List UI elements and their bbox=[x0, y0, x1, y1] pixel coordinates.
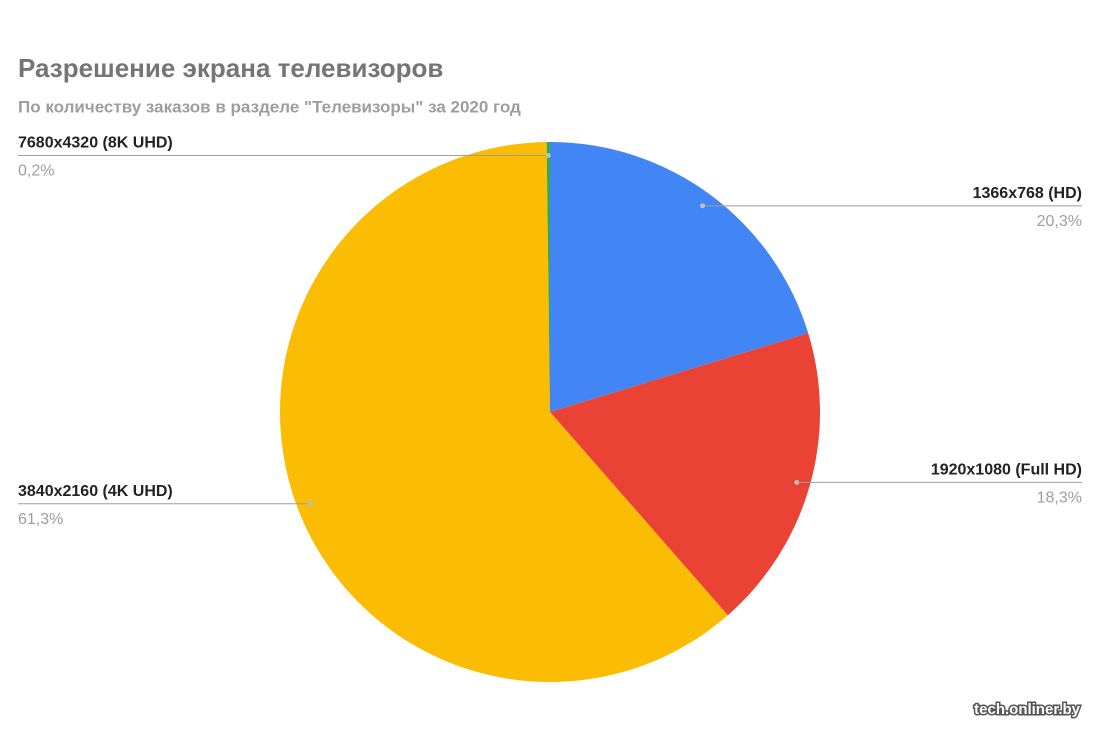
leader-dot bbox=[545, 153, 551, 159]
slice-value-label: 0,2% bbox=[18, 163, 54, 180]
slice-label: 1920x1080 (Full HD) bbox=[931, 462, 1082, 479]
pie-slice bbox=[550, 333, 820, 616]
watermark: tech.onliner.by bbox=[974, 701, 1081, 718]
leader-dot bbox=[700, 203, 706, 209]
slice-value-label: 18,3% bbox=[1037, 490, 1082, 507]
pie-slice bbox=[546, 142, 550, 412]
pie-slice bbox=[550, 142, 809, 412]
slice-label: 1366x768 (HD) bbox=[973, 185, 1082, 202]
chart-title: Разрешение экрана телевизоров bbox=[18, 53, 443, 83]
slice-label: 7680x4320 (8K UHD) bbox=[18, 135, 173, 152]
pie-slice bbox=[279, 142, 728, 683]
slice-label: 3840x2160 (4K UHD) bbox=[18, 483, 173, 500]
slice-value-label: 61,3% bbox=[18, 511, 63, 528]
chart-subtitle: По количеству заказов в разделе "Телевиз… bbox=[18, 97, 521, 116]
slice-value-label: 20,3% bbox=[1037, 213, 1082, 230]
leader-dot bbox=[794, 479, 800, 485]
leader-dot bbox=[307, 501, 313, 507]
